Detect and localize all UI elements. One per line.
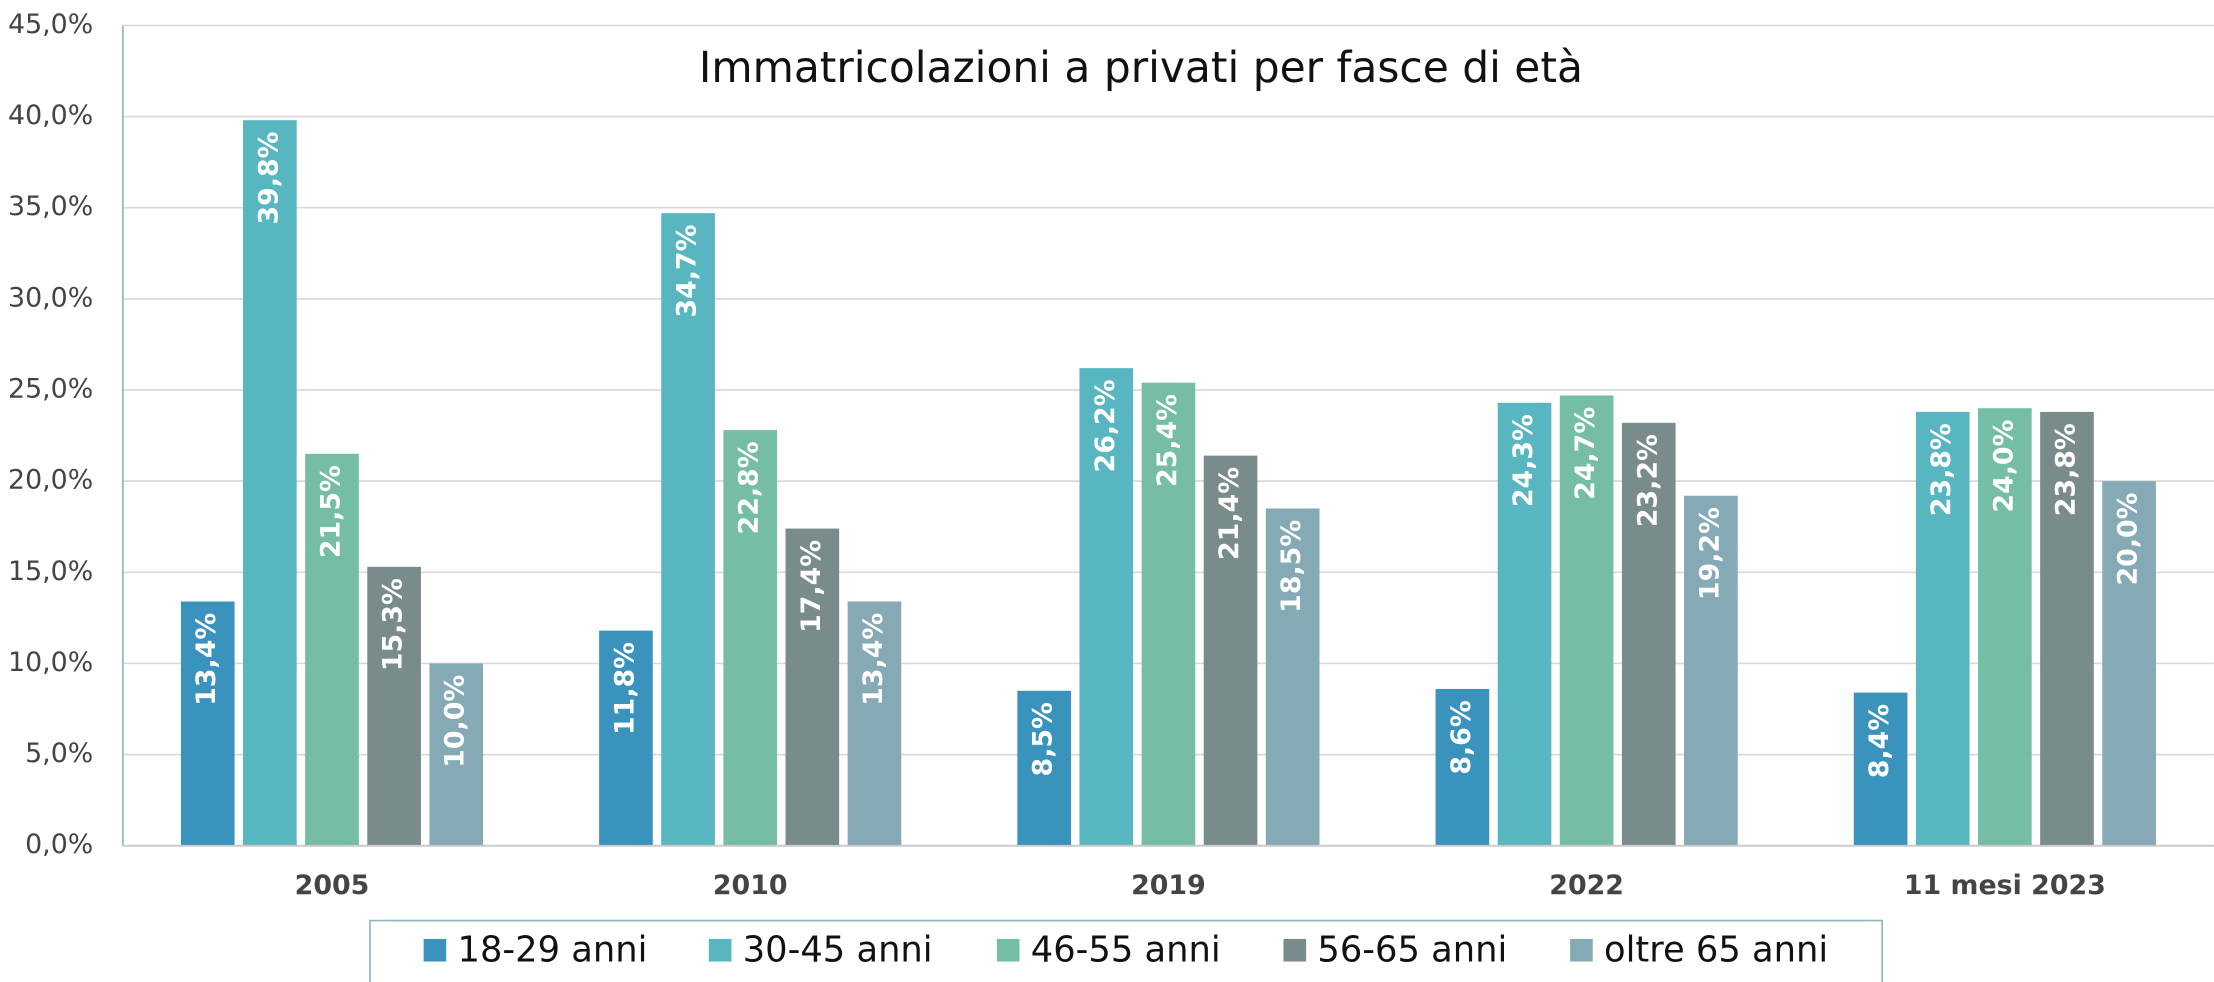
bar [1017, 690, 1071, 846]
bar [723, 430, 778, 846]
data-label: 17,4% [796, 540, 827, 633]
legend-swatch [1283, 938, 1307, 962]
legend-label: 18-29 anni [458, 930, 648, 971]
legend-label: oltre 65 anni [1604, 930, 1828, 971]
y-tick-label: 10,0% [8, 647, 93, 678]
x-tick-label: 2010 [713, 870, 788, 901]
data-label: 8,5% [1028, 702, 1059, 776]
chart-title: Immatricolazioni a privati per fasce di … [699, 43, 1583, 92]
legend-label: 30-45 anni [743, 930, 933, 971]
data-label: 34,7% [672, 224, 703, 317]
y-tick-label: 20,0% [8, 465, 93, 496]
y-tick-label: 5,0% [25, 738, 93, 769]
data-label: 24,3% [1508, 414, 1539, 507]
x-tick-label: 2005 [295, 870, 370, 901]
data-label: 8,6% [1446, 700, 1477, 774]
bar [661, 213, 715, 846]
bar [1141, 382, 1196, 846]
x-tick-label: 11 mesi 2023 [1904, 870, 2106, 901]
legend-label: 56-65 anni [1317, 930, 1507, 971]
data-label: 21,5% [315, 465, 346, 558]
bar [1203, 455, 1258, 846]
data-label: 23,2% [1632, 434, 1663, 527]
y-tick-label: 25,0% [8, 374, 93, 405]
bar [1853, 692, 1908, 846]
data-label: 23,8% [1926, 423, 1957, 516]
y-tick-label: 40,0% [8, 100, 93, 131]
bar [429, 663, 484, 846]
data-label: 10,0% [440, 675, 471, 768]
data-label: 8,4% [1864, 704, 1895, 778]
bar [367, 566, 421, 846]
legend-swatch [423, 938, 447, 962]
x-tick-label: 2022 [1549, 870, 1624, 901]
bar [1497, 402, 1552, 846]
data-label: 39,8% [253, 131, 284, 224]
data-label: 13,4% [191, 613, 222, 706]
data-label: 23,8% [2050, 423, 2081, 516]
data-label: 24,7% [1570, 407, 1601, 500]
data-label: 21,4% [1214, 467, 1245, 560]
bar [2102, 481, 2156, 846]
legend-label: 46-55 anni [1031, 930, 1221, 971]
bar [599, 630, 653, 846]
data-label: 19,2% [1694, 507, 1725, 600]
y-tick-label: 15,0% [8, 556, 93, 587]
y-tick-label: 30,0% [8, 282, 93, 313]
bar [180, 601, 235, 846]
data-label: 26,2% [1090, 379, 1121, 472]
bar [2040, 411, 2094, 846]
data-label: 20,0% [2113, 492, 2144, 585]
y-tick-label: 45,0% [8, 9, 93, 40]
bar [1915, 411, 1970, 846]
legend-swatch [708, 938, 732, 962]
x-tick-label: 2019 [1131, 870, 1206, 901]
y-tick-label: 0,0% [25, 829, 93, 860]
bar [847, 601, 902, 846]
y-tick-label: 35,0% [8, 191, 93, 222]
data-label: 24,0% [1988, 419, 2019, 512]
data-label: 15,3% [378, 578, 409, 671]
data-label: 25,4% [1152, 394, 1183, 487]
bar [1978, 408, 2032, 846]
bar [1684, 495, 1738, 846]
data-label: 13,4% [858, 613, 889, 706]
legend-swatch [1570, 938, 1593, 962]
data-label: 22,8% [734, 441, 765, 534]
bar [1621, 422, 1676, 846]
bar [1079, 368, 1134, 846]
bar [785, 528, 840, 846]
legend-swatch [996, 938, 1020, 962]
legend-box [369, 919, 1883, 982]
bar [243, 120, 297, 846]
data-label: 18,5% [1276, 520, 1307, 613]
data-label: 11,8% [609, 642, 640, 735]
bar [1559, 395, 1614, 846]
bar [1265, 508, 1320, 846]
bar [305, 453, 359, 846]
bar [1435, 688, 1490, 846]
